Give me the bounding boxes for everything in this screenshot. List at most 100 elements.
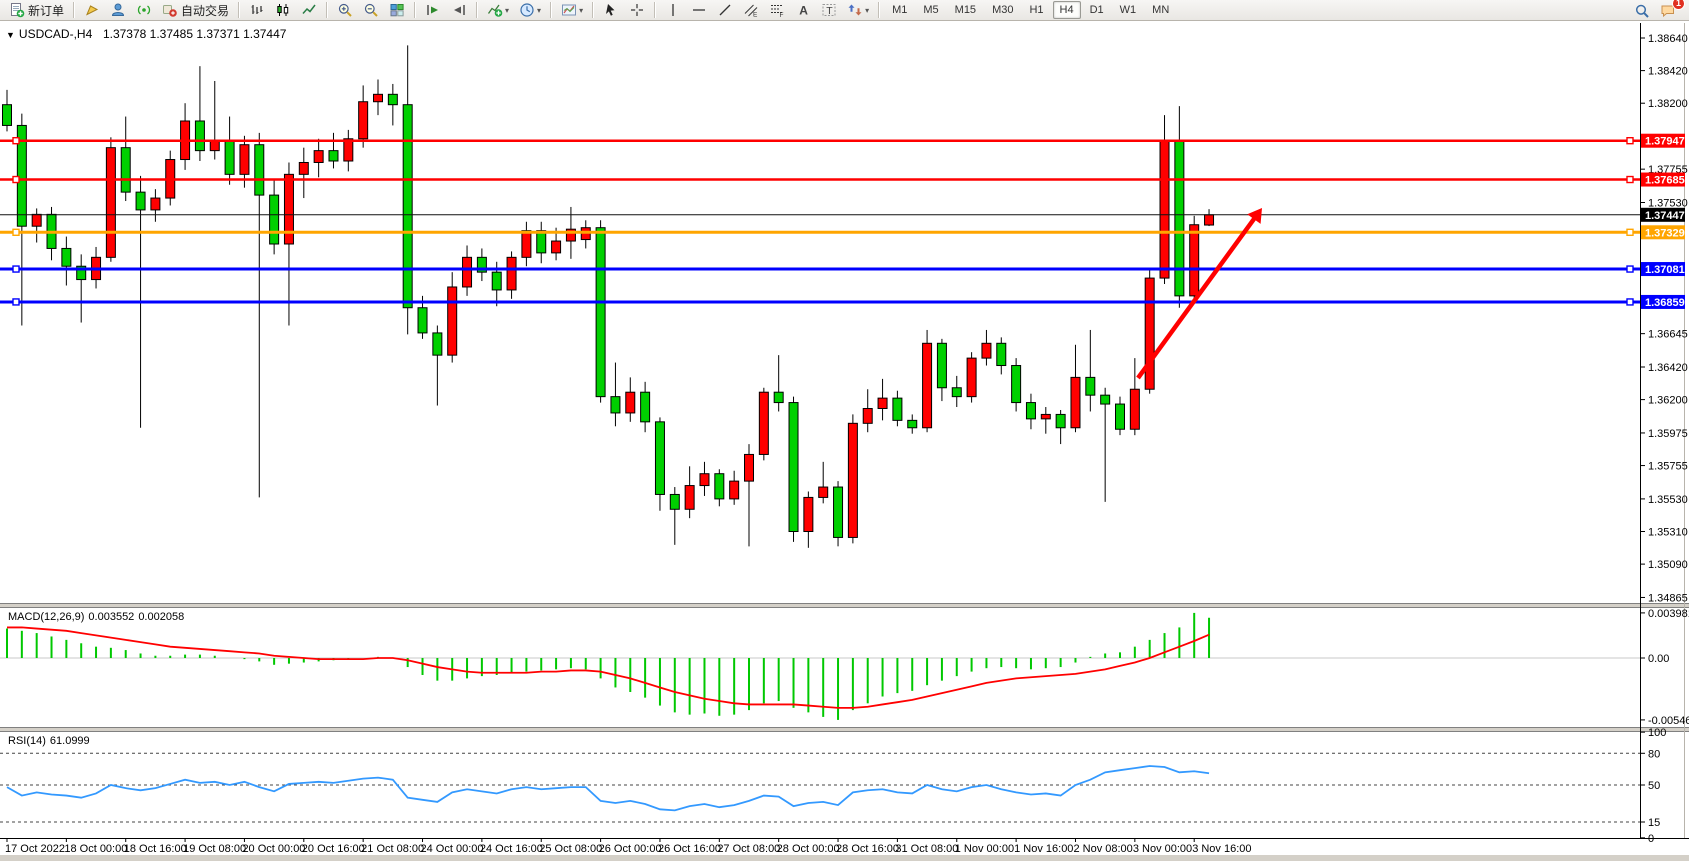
templates-button[interactable]: ▾ bbox=[557, 0, 587, 21]
rsi-label: RSI(14) bbox=[8, 735, 46, 747]
time-axis-label: 24 Oct 00:00 bbox=[421, 843, 484, 855]
candlestick bbox=[847, 422, 858, 538]
toolbar-separator bbox=[414, 2, 417, 18]
notifications-button[interactable]: 1 bbox=[1656, 0, 1685, 21]
channel-button[interactable]: E bbox=[739, 0, 763, 21]
price-axis[interactable]: 1.386401.384201.382001.377551.375301.366… bbox=[1640, 23, 1689, 845]
axis-tick-label: 1.36200 bbox=[1648, 395, 1688, 407]
candlestick bbox=[283, 173, 294, 245]
timeframe-m15-button[interactable]: M15 bbox=[954, 4, 977, 16]
chart-shift-button[interactable] bbox=[447, 0, 471, 21]
arrow-shaft[interactable] bbox=[1136, 214, 1258, 380]
fibonacci-button[interactable]: F bbox=[765, 0, 789, 21]
market-watch-button[interactable] bbox=[80, 0, 104, 21]
pane-separator[interactable] bbox=[0, 603, 1689, 608]
candlestick-chart-button[interactable] bbox=[271, 0, 295, 21]
line-handle[interactable] bbox=[1626, 265, 1634, 273]
candlestick bbox=[773, 391, 784, 404]
line-handle[interactable] bbox=[12, 265, 20, 273]
trend-arrow-object[interactable] bbox=[1136, 208, 1262, 380]
candlestick bbox=[328, 150, 339, 162]
pane-separator[interactable] bbox=[0, 727, 1689, 732]
arrow-head bbox=[1247, 208, 1262, 224]
candlestick bbox=[833, 486, 844, 538]
candlestick bbox=[135, 191, 146, 211]
candlestick bbox=[417, 307, 428, 334]
search-button[interactable] bbox=[1630, 0, 1654, 21]
hline-icon bbox=[693, 9, 706, 11]
line-handle[interactable] bbox=[12, 228, 20, 236]
candlestick bbox=[551, 240, 562, 254]
shapes-button[interactable]: ▾ bbox=[843, 0, 873, 21]
candlestick bbox=[76, 265, 87, 281]
timeframe-h4-button[interactable]: H4 bbox=[1052, 1, 1081, 19]
auto-scroll-button[interactable] bbox=[421, 0, 445, 21]
candlestick bbox=[536, 230, 547, 254]
timeframe-h1-button[interactable]: H1 bbox=[1029, 4, 1044, 16]
signals-button[interactable] bbox=[132, 0, 156, 21]
toolbar-separator bbox=[592, 2, 595, 18]
zoom-in-button[interactable] bbox=[333, 0, 357, 21]
tiles-icon bbox=[390, 4, 404, 17]
timeframe-mn-button[interactable]: MN bbox=[1152, 4, 1170, 16]
bar-chart-button[interactable] bbox=[245, 0, 269, 21]
axis-tick-label: 1.35755 bbox=[1648, 461, 1688, 473]
vline-button[interactable] bbox=[661, 0, 685, 21]
line-handle[interactable] bbox=[1626, 228, 1634, 236]
price-tag bbox=[1641, 225, 1685, 240]
crosshair-button[interactable] bbox=[625, 0, 649, 21]
trendline-button[interactable] bbox=[713, 0, 737, 21]
price-tag-text: 1.37685 bbox=[1645, 175, 1685, 187]
chevron-down-icon: ▾ bbox=[865, 5, 870, 15]
rsi-pane bbox=[0, 752, 1640, 823]
periods-button[interactable]: ▾ bbox=[515, 0, 545, 21]
timeframe-m30-button[interactable]: M30 bbox=[992, 4, 1014, 16]
autotrading-button[interactable]: 自动交易 bbox=[158, 0, 233, 21]
candlestick bbox=[758, 391, 769, 455]
candlestick bbox=[313, 150, 324, 163]
line-handle[interactable] bbox=[1626, 298, 1634, 306]
line-handle[interactable] bbox=[12, 137, 20, 145]
timeframe-m1-button[interactable]: M1 bbox=[892, 4, 908, 16]
doc-plus-icon bbox=[11, 3, 25, 18]
line-chart-button[interactable] bbox=[297, 0, 321, 21]
indicators-button[interactable]: ▾ bbox=[483, 0, 513, 21]
label-button[interactable]: T bbox=[817, 0, 841, 21]
chart-canvas[interactable]: 1.386401.384201.382001.377551.375301.366… bbox=[0, 23, 1689, 861]
cursor-button[interactable] bbox=[599, 0, 623, 21]
timeframe-m5-button[interactable]: M5 bbox=[923, 4, 939, 16]
macd-indicator-header: MACD(12,26,9) 0.003552 0.002058 bbox=[8, 611, 188, 623]
timeframe-w1-button[interactable]: W1 bbox=[1119, 4, 1137, 16]
line-handle[interactable] bbox=[12, 175, 20, 184]
text-button[interactable]: A bbox=[791, 0, 815, 21]
zoom-out-button[interactable] bbox=[359, 0, 383, 21]
axis-tick-label: 0.003981 bbox=[1648, 608, 1689, 620]
candlestick bbox=[1040, 413, 1051, 420]
price-tag-text: 1.37081 bbox=[1645, 264, 1685, 276]
toolbar-separator bbox=[878, 2, 881, 18]
profile-button[interactable] bbox=[106, 0, 130, 21]
time-axis-label: 20 Oct 16:00 bbox=[302, 843, 365, 855]
new-order-button[interactable]: 新订单 bbox=[5, 0, 68, 21]
line-handle[interactable] bbox=[1626, 175, 1634, 184]
hline-button[interactable] bbox=[687, 0, 711, 21]
timeframe-d1-button[interactable]: D1 bbox=[1089, 4, 1104, 16]
toolbar-separator bbox=[550, 2, 553, 18]
vline-icon bbox=[672, 4, 674, 16]
candlestick bbox=[476, 256, 487, 273]
one-click-trading-expander[interactable]: ▼ bbox=[6, 30, 15, 40]
toolbar-separator bbox=[73, 2, 76, 18]
line-handle[interactable] bbox=[12, 298, 20, 306]
candlestick bbox=[31, 213, 42, 227]
pointer-yellow-icon bbox=[86, 5, 99, 16]
linechart-icon bbox=[302, 4, 316, 14]
clock-icon bbox=[520, 3, 534, 17]
line-handle[interactable] bbox=[1626, 137, 1634, 145]
candlestick bbox=[269, 194, 280, 245]
chart-title-bar: ▼ USDCAD-,H4 1.37378 1.37485 1.37371 1.37… bbox=[6, 27, 290, 41]
axis-tick-label: 1.38420 bbox=[1648, 66, 1688, 78]
tile-windows-button[interactable] bbox=[385, 0, 409, 21]
ohlc-values: 1.37378 1.37485 1.37371 1.37447 bbox=[102, 27, 287, 41]
autoscroll-icon bbox=[427, 5, 439, 15]
